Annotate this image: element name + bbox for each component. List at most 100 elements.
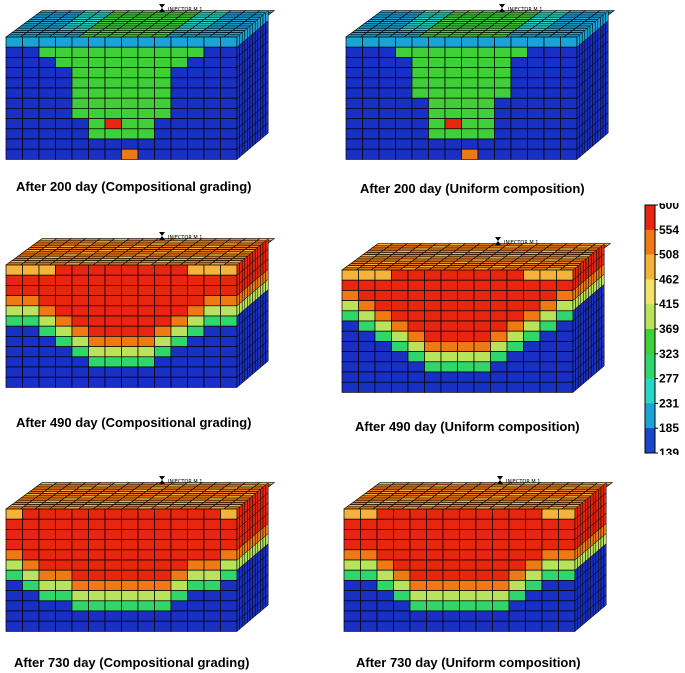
front-face-cell [71, 610, 89, 622]
front-face-cell [560, 128, 578, 140]
front-face-cell [358, 279, 376, 291]
front-face-cell [442, 569, 460, 581]
front-face-cell [88, 36, 106, 48]
front-face-cell [104, 539, 122, 551]
front-face-cell [459, 580, 477, 591]
side-face-cell [260, 126, 264, 141]
front-face-cell [362, 57, 380, 68]
front-face-cell [55, 315, 73, 327]
front-face-cell [88, 148, 106, 160]
front-face-cell [22, 549, 40, 561]
front-face-cell [220, 97, 238, 109]
front-face-cell [473, 351, 491, 363]
front-face-cell [220, 57, 238, 68]
front-face-cell [494, 77, 512, 89]
front-face-cell [376, 518, 394, 530]
front-face-cell [492, 529, 510, 540]
front-face-cell [444, 57, 462, 68]
front-face-cell [88, 346, 106, 358]
side-face-cell [247, 365, 251, 380]
front-face-cell [558, 620, 576, 632]
front-face-cell [220, 336, 238, 347]
front-face-cell [391, 269, 409, 281]
side-face-cell [577, 616, 581, 630]
front-face-cell [71, 148, 89, 160]
reservoir-block-3d: INJECTOR M 1 [5, 232, 276, 388]
front-face-cell [374, 269, 392, 281]
front-face-cell [428, 148, 446, 160]
front-face-cell [88, 610, 106, 622]
front-face-cell [374, 381, 392, 393]
front-face-cell [391, 300, 409, 312]
top-surface-cell [593, 482, 614, 486]
front-face-cell [407, 341, 425, 352]
front-face-cell [411, 128, 429, 140]
reservoir-block-3d: INJECTOR M 1 [343, 476, 614, 632]
front-face-cell [38, 274, 56, 286]
front-face-cell [88, 559, 106, 571]
front-face-cell [137, 539, 155, 551]
front-face-cell [5, 325, 23, 337]
side-face-cell [252, 133, 256, 147]
panel-200-compositional: INJECTOR M 1 After 200 day (Compositiona… [0, 0, 300, 200]
front-face-cell [71, 67, 89, 79]
side-face-cell [252, 605, 256, 619]
front-face-cell [440, 371, 458, 383]
front-face-cell [558, 559, 576, 571]
front-face-cell [358, 330, 376, 342]
front-face-cell [104, 315, 122, 327]
front-face-cell [5, 87, 23, 99]
front-face-cell [459, 549, 477, 561]
front-face-cell [22, 518, 40, 530]
front-face-cell [137, 590, 155, 602]
front-face-cell [360, 529, 378, 540]
front-face-cell [71, 508, 89, 520]
front-face-cell [5, 376, 23, 388]
front-face-cell [137, 264, 155, 276]
front-face-cell [457, 371, 475, 383]
front-face-cell [527, 97, 545, 109]
front-face-cell [527, 67, 545, 79]
front-face-cell [220, 325, 238, 337]
front-face-cell [541, 529, 559, 540]
front-face-cell [539, 381, 557, 393]
front-face-cell [343, 529, 361, 540]
colorbar-tick-label: 185 [659, 421, 679, 435]
front-face-cell [558, 590, 576, 602]
front-face-cell [203, 264, 221, 276]
side-face-cell [236, 618, 240, 632]
front-face-cell [378, 97, 396, 109]
front-face-cell [170, 559, 188, 571]
panel-caption: After 730 day (Compositional grading) [14, 655, 250, 670]
front-face-cell [137, 97, 155, 109]
front-face-cell [71, 376, 89, 388]
front-face-cell [137, 376, 155, 388]
front-face-cell [170, 529, 188, 540]
front-face-cell [154, 376, 172, 388]
side-face-cell [257, 600, 261, 615]
side-face-cell [594, 131, 599, 145]
panel-caption: After 200 day (Uniform composition) [360, 181, 585, 196]
front-face-cell [137, 36, 155, 48]
front-face-cell [121, 77, 139, 89]
front-face-cell [345, 67, 363, 79]
side-face-cell [262, 352, 266, 366]
front-face-cell [527, 118, 545, 130]
front-face-cell [523, 300, 541, 312]
front-face-cell [362, 138, 380, 150]
front-face-cell [121, 148, 139, 160]
front-face-cell [428, 36, 446, 48]
front-face-cell [170, 325, 188, 337]
front-face-cell [71, 346, 89, 358]
front-face-cell [55, 539, 73, 551]
front-face-cell [508, 518, 526, 530]
front-face-cell [527, 138, 545, 150]
front-face-cell [527, 108, 545, 119]
front-face-cell [187, 97, 205, 109]
front-face-cell [411, 36, 429, 48]
front-face-cell [71, 325, 89, 337]
top-surface-cell [255, 238, 276, 242]
front-face-cell [55, 366, 73, 378]
front-face-cell [440, 330, 458, 342]
front-face-cell [376, 580, 394, 591]
